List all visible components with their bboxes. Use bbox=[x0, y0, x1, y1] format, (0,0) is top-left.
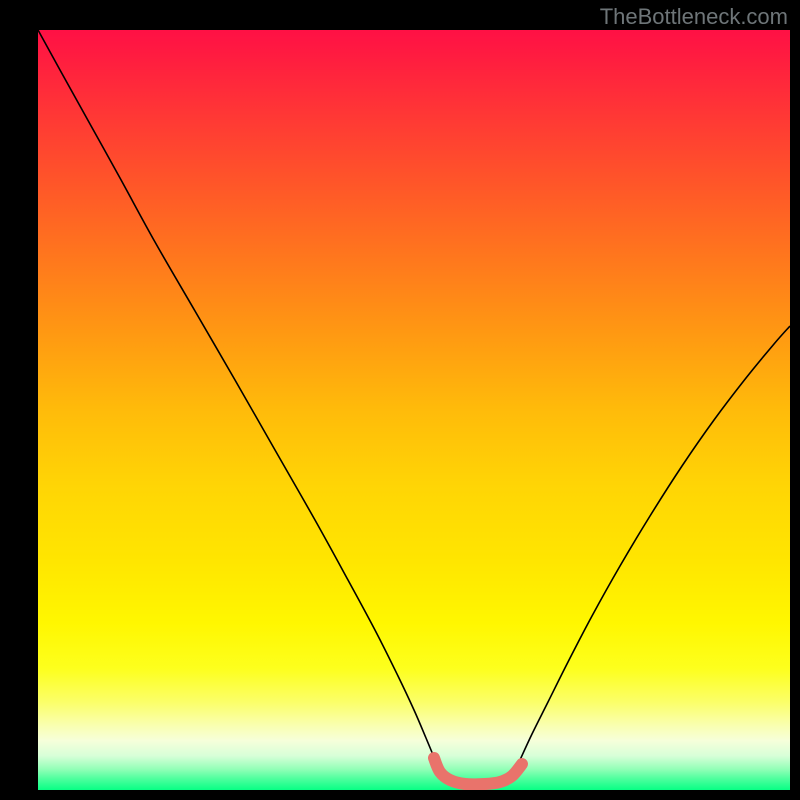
frame-bottom bbox=[0, 790, 800, 800]
curves-layer bbox=[38, 30, 790, 790]
frame-left bbox=[0, 0, 38, 800]
frame-right bbox=[790, 0, 800, 800]
plot-area bbox=[38, 30, 790, 790]
chart-root: TheBottleneck.com bbox=[0, 0, 800, 800]
highlight-segment bbox=[434, 758, 522, 784]
curve-left bbox=[38, 30, 436, 762]
curve-right bbox=[520, 326, 790, 760]
watermark-text: TheBottleneck.com bbox=[600, 4, 788, 30]
